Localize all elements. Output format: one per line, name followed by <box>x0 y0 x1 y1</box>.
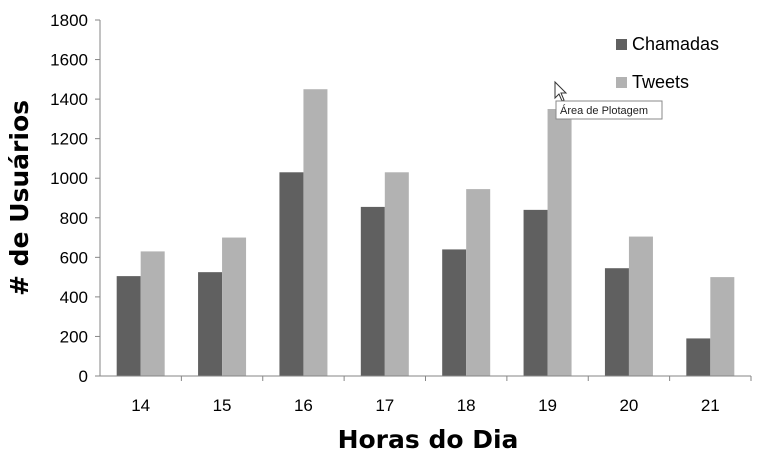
bar-tweets-20 <box>628 236 653 376</box>
bar-chamadas-15 <box>198 272 223 376</box>
y-tick-label: 1200 <box>50 130 88 149</box>
bar-chamadas-19 <box>523 209 548 376</box>
bar-chamadas-18 <box>442 249 467 376</box>
bar-tweets-16 <box>303 89 328 376</box>
tooltip: Área de Plotagem <box>554 80 663 120</box>
legend-swatch-tweets <box>616 77 627 88</box>
legend: Chamadas Tweets <box>616 34 719 92</box>
y-tick-label: 600 <box>60 248 88 267</box>
y-tick-label: 1000 <box>50 169 88 188</box>
y-tick-label: 400 <box>60 288 88 307</box>
bar-tweets-19 <box>547 109 572 376</box>
y-tick-label: 1400 <box>50 90 88 109</box>
bar-chamadas-21 <box>686 338 711 376</box>
x-tick-label: 21 <box>701 396 720 415</box>
legend-label-tweets: Tweets <box>632 72 689 92</box>
mouse-pointer-icon <box>554 80 568 102</box>
y-tick-label: 200 <box>60 327 88 346</box>
y-tick-label: 0 <box>79 367 88 386</box>
x-axis-title: Horas do Dia <box>338 425 519 454</box>
x-tick-label: 16 <box>294 396 313 415</box>
x-tick-label: 18 <box>457 396 476 415</box>
x-tick-label: 20 <box>619 396 638 415</box>
y-tick-label: 800 <box>60 209 88 228</box>
tooltip-text: Área de Plotagem <box>560 104 648 117</box>
bar-tweets-14 <box>140 251 165 376</box>
bar-chamadas-14 <box>116 276 141 376</box>
bar-chamadas-16 <box>279 172 304 376</box>
chart-bars <box>116 89 735 376</box>
bar-tweets-21 <box>710 277 735 376</box>
bar-chamadas-17 <box>360 206 385 376</box>
y-axis-title: # de Usuários <box>5 100 34 296</box>
bar-tweets-18 <box>466 189 491 376</box>
y-axis-ticks: 0 200 400 600 800 1000 1200 1400 1600 1800 <box>50 11 100 386</box>
x-axis-ticks: 14 15 16 17 18 19 20 21 <box>131 376 752 415</box>
bar-chamadas-20 <box>604 268 629 376</box>
x-tick-label: 14 <box>131 396 150 415</box>
x-tick-label: 17 <box>375 396 394 415</box>
legend-label-chamadas: Chamadas <box>632 34 719 54</box>
y-tick-label: 1800 <box>50 11 88 30</box>
bar-tweets-17 <box>384 172 409 376</box>
x-tick-label: 19 <box>538 396 557 415</box>
tooltip-box <box>555 100 663 120</box>
y-tick-label: 1600 <box>50 51 88 70</box>
legend-swatch-chamadas <box>616 39 627 50</box>
x-tick-label: 15 <box>213 396 232 415</box>
bar-tweets-15 <box>222 237 247 376</box>
